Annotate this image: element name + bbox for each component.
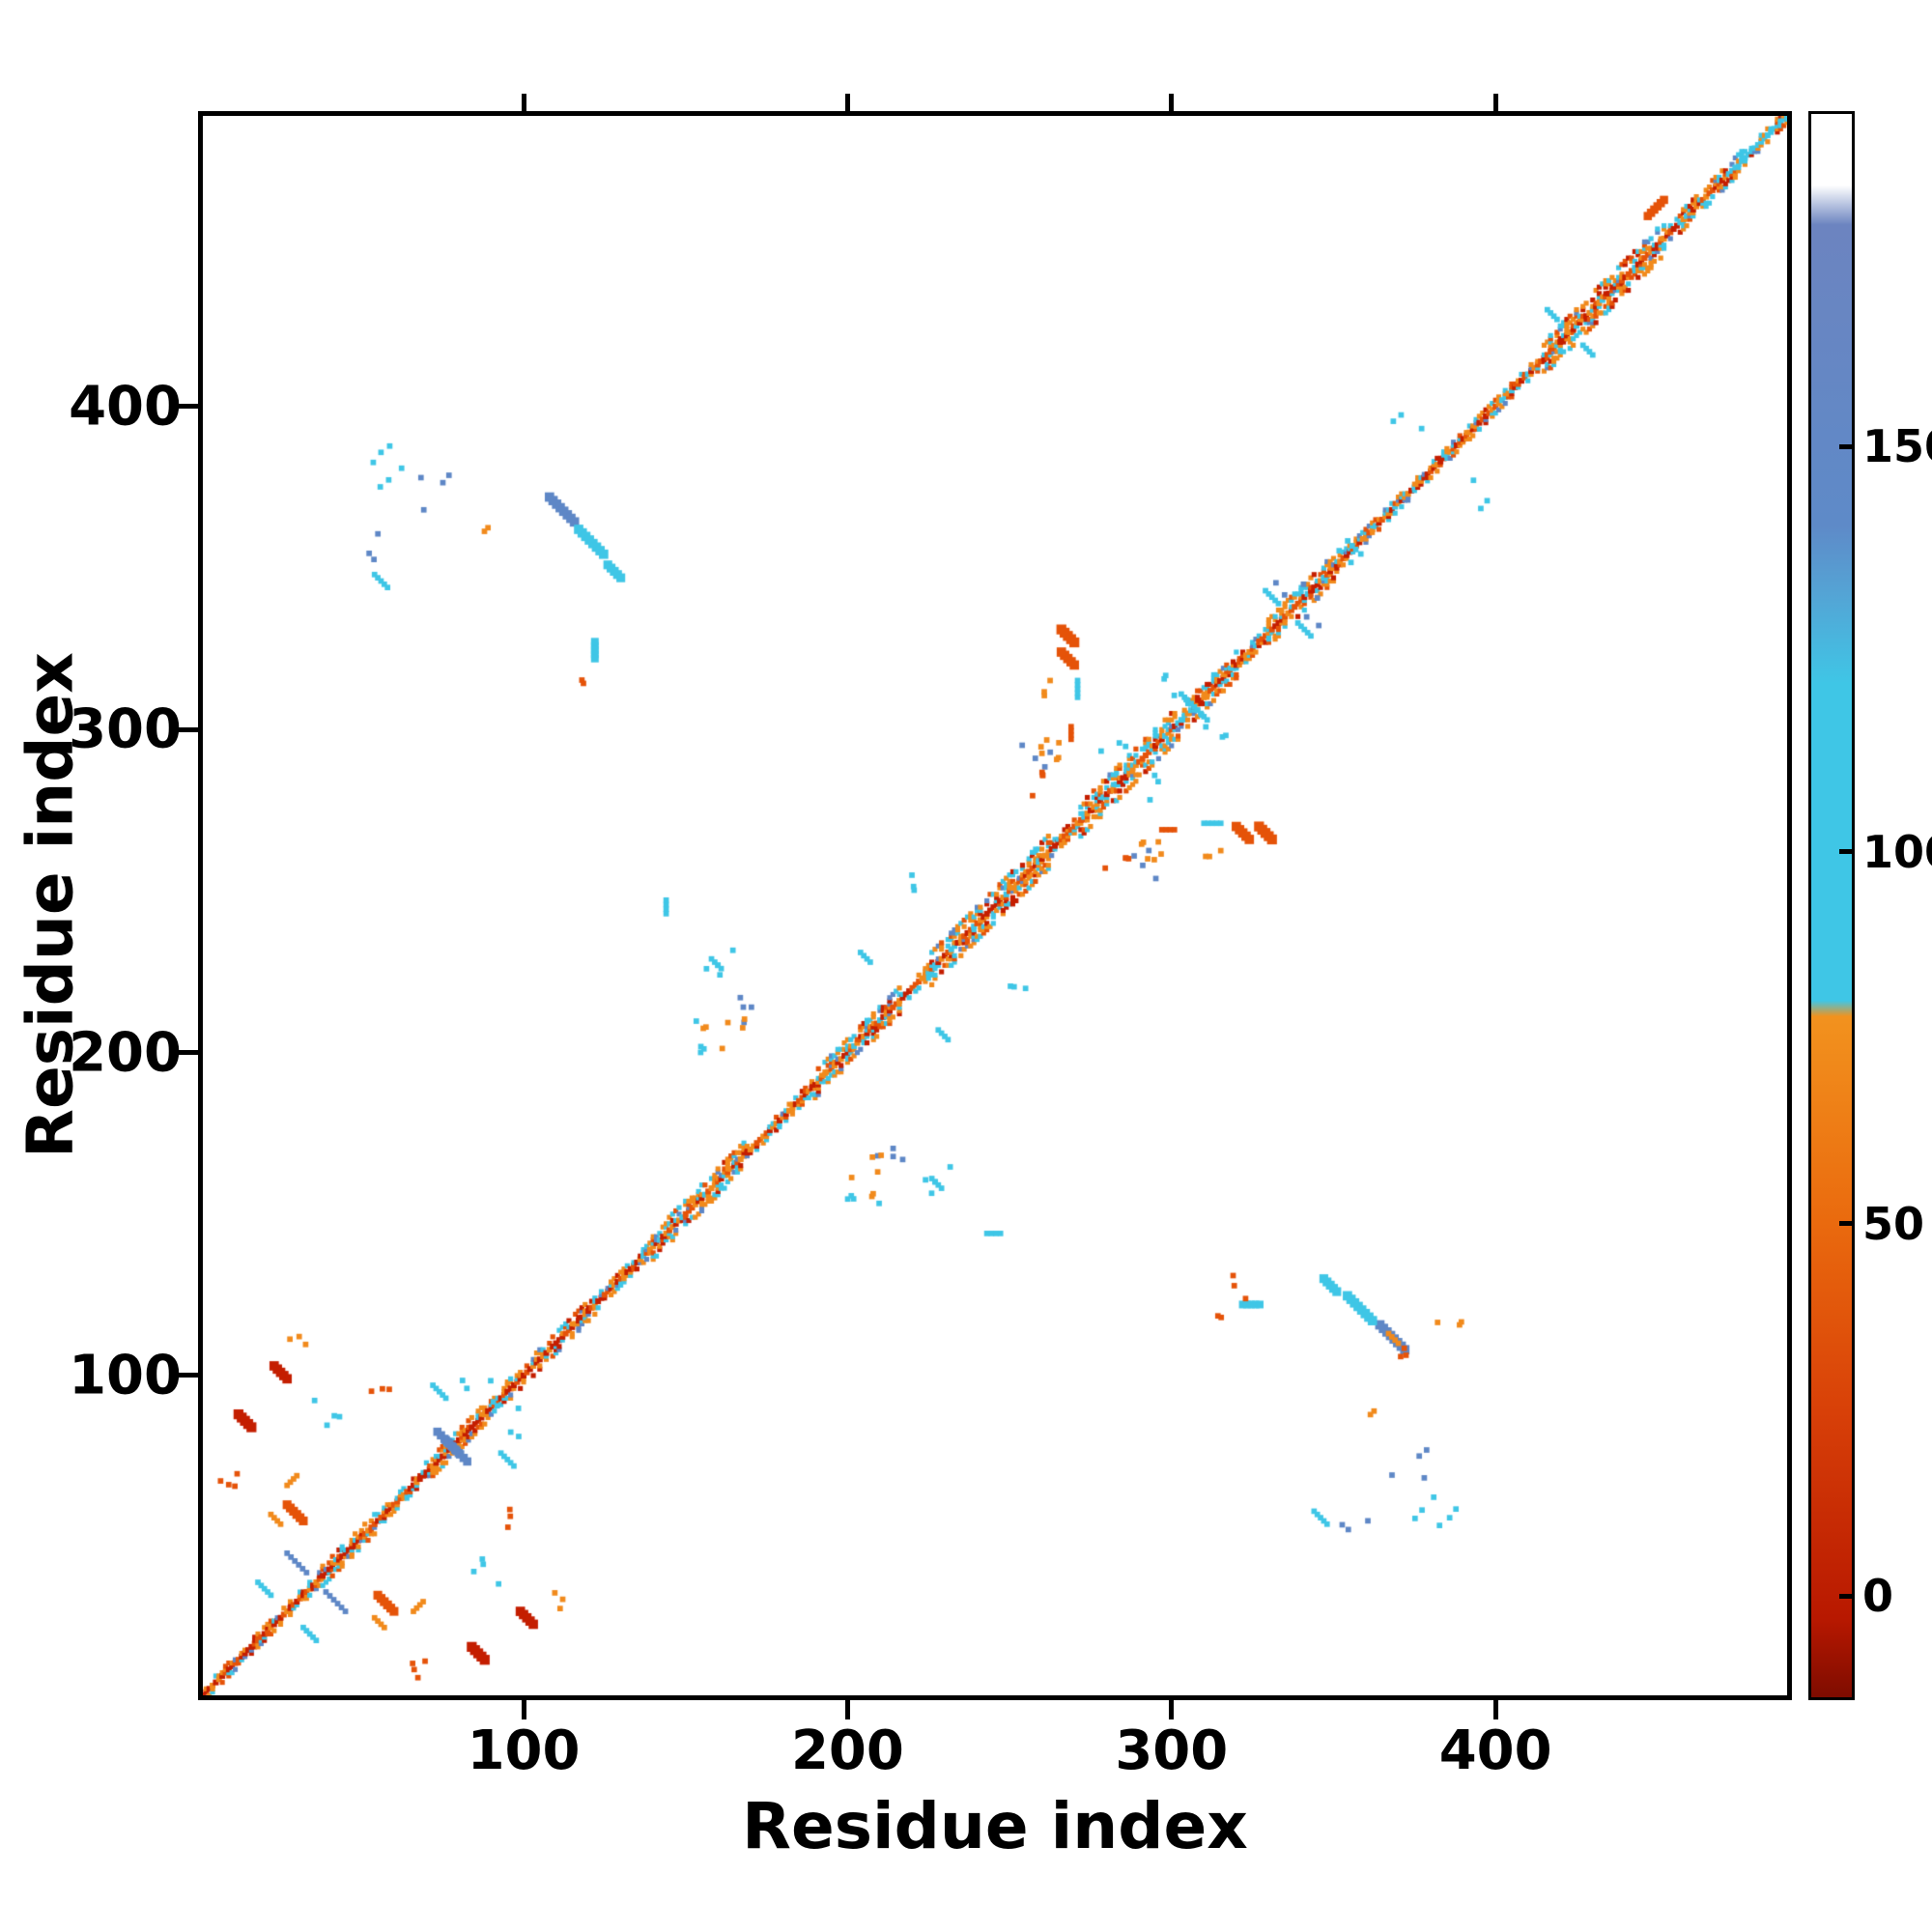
colorbar-tick-label: 100 <box>1862 825 1932 878</box>
colorbar-tick-label: 50 <box>1862 1197 1925 1250</box>
x-tick-mark-bottom <box>1492 1700 1498 1719</box>
colorbar-tick-mark <box>1839 443 1855 449</box>
y-tick-mark <box>179 726 198 732</box>
colorbar-gradient <box>1811 114 1852 1697</box>
x-axis-title: Residue index <box>742 1789 1248 1863</box>
x-tick-mark-bottom <box>521 1700 526 1719</box>
x-tick-label: 300 <box>1115 1719 1229 1782</box>
y-tick-label: 300 <box>69 697 182 761</box>
x-tick-mark-top <box>844 94 850 111</box>
y-tick-label: 200 <box>69 1021 182 1085</box>
x-tick-mark-top <box>1492 94 1498 111</box>
colorbar-tick-mark <box>1839 1221 1855 1227</box>
x-tick-label: 200 <box>790 1719 904 1782</box>
contact-map-canvas <box>203 116 1787 1695</box>
y-tick-label: 400 <box>69 375 182 439</box>
y-tick-mark <box>179 1050 198 1056</box>
x-tick-mark-bottom <box>1169 1700 1175 1719</box>
colorbar-tick-label: 0 <box>1862 1570 1894 1623</box>
colorbar <box>1808 111 1855 1700</box>
y-tick-mark <box>179 404 198 410</box>
y-tick-mark <box>179 1373 198 1378</box>
colorbar-tick-label: 150 <box>1862 420 1932 473</box>
x-tick-mark-top <box>521 94 526 111</box>
plot-frame <box>198 111 1792 1700</box>
colorbar-tick-mark <box>1839 849 1855 855</box>
x-tick-label: 100 <box>467 1719 581 1782</box>
x-tick-mark-bottom <box>844 1700 850 1719</box>
colorbar-tick-mark <box>1839 1593 1855 1599</box>
x-tick-label: 400 <box>1438 1719 1552 1782</box>
x-tick-mark-top <box>1169 94 1175 111</box>
y-tick-label: 100 <box>69 1344 182 1407</box>
